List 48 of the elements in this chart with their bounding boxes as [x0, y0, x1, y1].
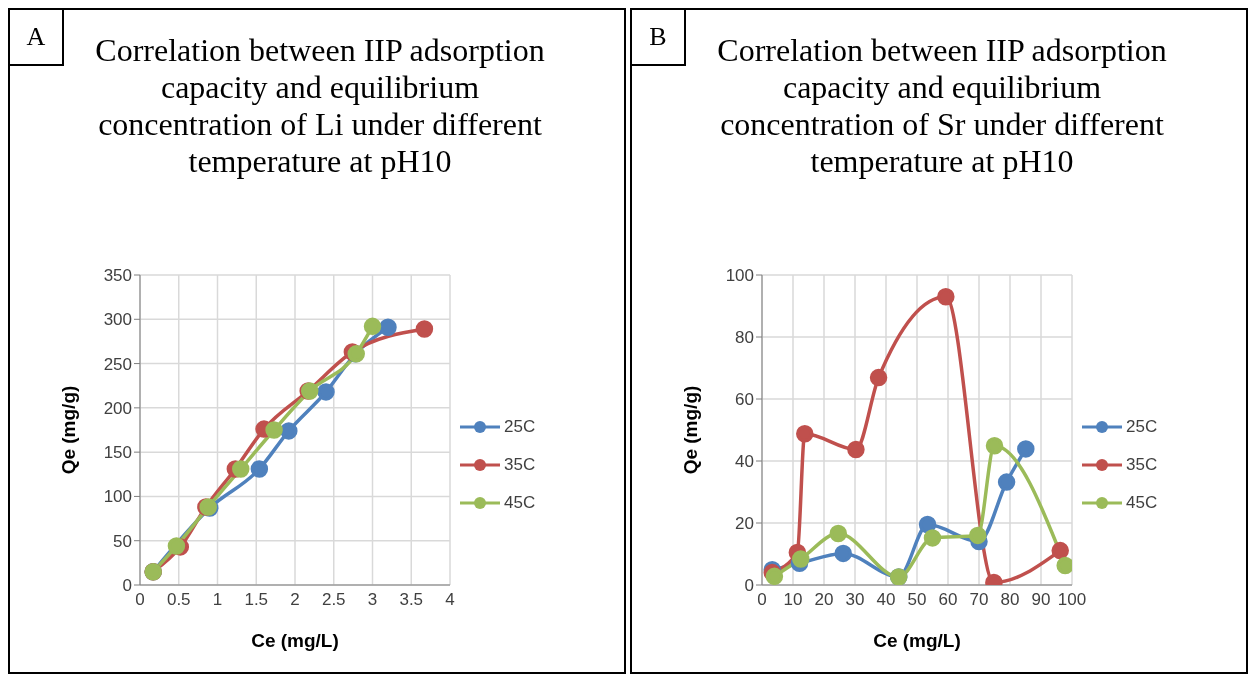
x-tick-label: 3.5 — [399, 590, 424, 610]
y-tick-label: 50 — [113, 531, 132, 551]
x-tick-label: 2.5 — [321, 590, 346, 610]
y-tick-label: 0 — [744, 576, 754, 596]
x-tick-label: 100 — [1057, 590, 1087, 610]
legend-label: 35C — [1126, 455, 1158, 475]
legend-label: 35C — [504, 455, 536, 475]
y-tick-label: 300 — [103, 310, 132, 330]
y-tick-label: 40 — [735, 452, 754, 472]
x-tick-label: 50 — [907, 590, 927, 610]
chart-title: Correlation between IIP adsorption capacity and equilibrium concentration of Sr under different temperature at pH10 — [716, 32, 1168, 180]
y-tick-label: 350 — [103, 266, 132, 286]
x-tick-label: 20 — [814, 590, 834, 610]
x-tick-label: 3 — [367, 590, 378, 610]
x-tick-label: 90 — [1031, 590, 1051, 610]
x-tick-label: 0 — [135, 590, 145, 610]
legend-label: 25C — [504, 417, 536, 437]
x-axis-title: Ce (mg/L) — [873, 630, 961, 651]
legend-label: 45C — [1126, 493, 1158, 513]
y-axis-title: Qe (mg/g) — [57, 385, 79, 475]
x-axis-title: Ce (mg/L) — [251, 630, 339, 651]
y-axis-title: Qe (mg/g) — [679, 385, 701, 475]
y-tick-label: 80 — [735, 328, 754, 348]
x-tick-label: 4 — [445, 590, 455, 610]
legend-label: 25C — [1126, 417, 1158, 437]
y-tick-label: 20 — [735, 514, 754, 534]
y-tick-label: 100 — [103, 487, 132, 507]
y-tick-label: 100 — [725, 266, 754, 286]
y-tick-label: 0 — [122, 576, 132, 596]
x-tick-label: 0 — [757, 590, 767, 610]
y-tick-label: 250 — [103, 354, 132, 374]
y-tick-label: 60 — [735, 390, 754, 410]
x-tick-label: 40 — [876, 590, 896, 610]
x-tick-label: 0.5 — [166, 590, 191, 610]
x-tick-label: 2 — [290, 590, 300, 610]
x-tick-label: 30 — [845, 590, 865, 610]
text: A — [8, 8, 64, 66]
x-tick-label: 70 — [969, 590, 989, 610]
text: B — [630, 8, 686, 66]
x-tick-label: 1.5 — [244, 590, 269, 610]
y-tick-label: 150 — [103, 443, 132, 463]
x-tick-label: 60 — [938, 590, 958, 610]
legend-label: 45C — [504, 493, 536, 513]
x-tick-label: 80 — [1000, 590, 1020, 610]
y-tick-label: 200 — [103, 398, 132, 418]
x-tick-label: 10 — [783, 590, 803, 610]
x-tick-label: 1 — [212, 590, 223, 610]
chart-title: Correlation between IIP adsorption capacity and equilibrium concentration of Li under different temperature at pH10 — [94, 32, 546, 180]
